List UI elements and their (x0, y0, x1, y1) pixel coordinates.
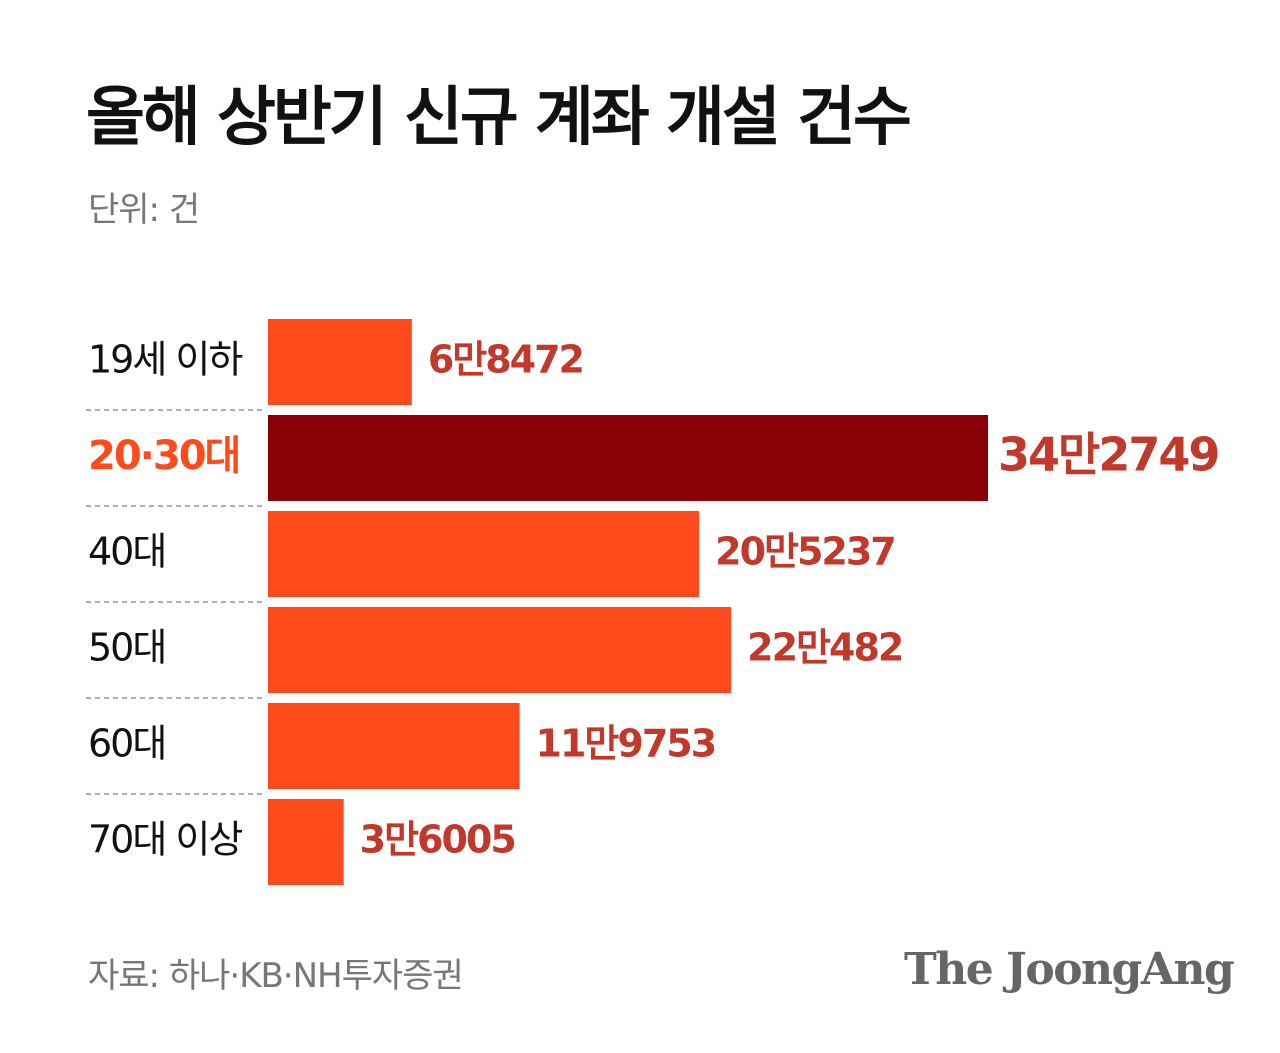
category-label-3: 50대 (88, 626, 165, 670)
category-label-0: 19세 이하 (88, 338, 242, 382)
bar-1 (268, 415, 988, 501)
category-label-1: 20·30대 (88, 433, 239, 479)
bar-0 (268, 319, 412, 405)
value-label-4: 11만9753 (536, 722, 716, 766)
bar-4 (268, 703, 520, 789)
chart-title: 올해 상반기 신규 계좌 개설 건수 (86, 81, 912, 155)
brand-logo: The JoongAng (904, 944, 1235, 995)
bar-3 (268, 607, 732, 693)
bar-5 (268, 799, 344, 885)
value-label-0: 6만8472 (428, 338, 583, 382)
bar-2 (268, 511, 700, 597)
category-label-2: 40대 (88, 530, 165, 574)
value-label-3: 22만482 (747, 626, 902, 670)
value-label-2: 20만5237 (715, 530, 895, 574)
unit-label: 단위: 건 (88, 190, 200, 230)
value-label-5: 3만6005 (360, 818, 515, 862)
source-note: 자료: 하나·KB·NH투자증권 (88, 956, 464, 996)
category-label-5: 70대 이상 (88, 818, 242, 862)
category-label-4: 60대 (88, 722, 165, 766)
value-label-1: 34만2749 (998, 428, 1218, 482)
